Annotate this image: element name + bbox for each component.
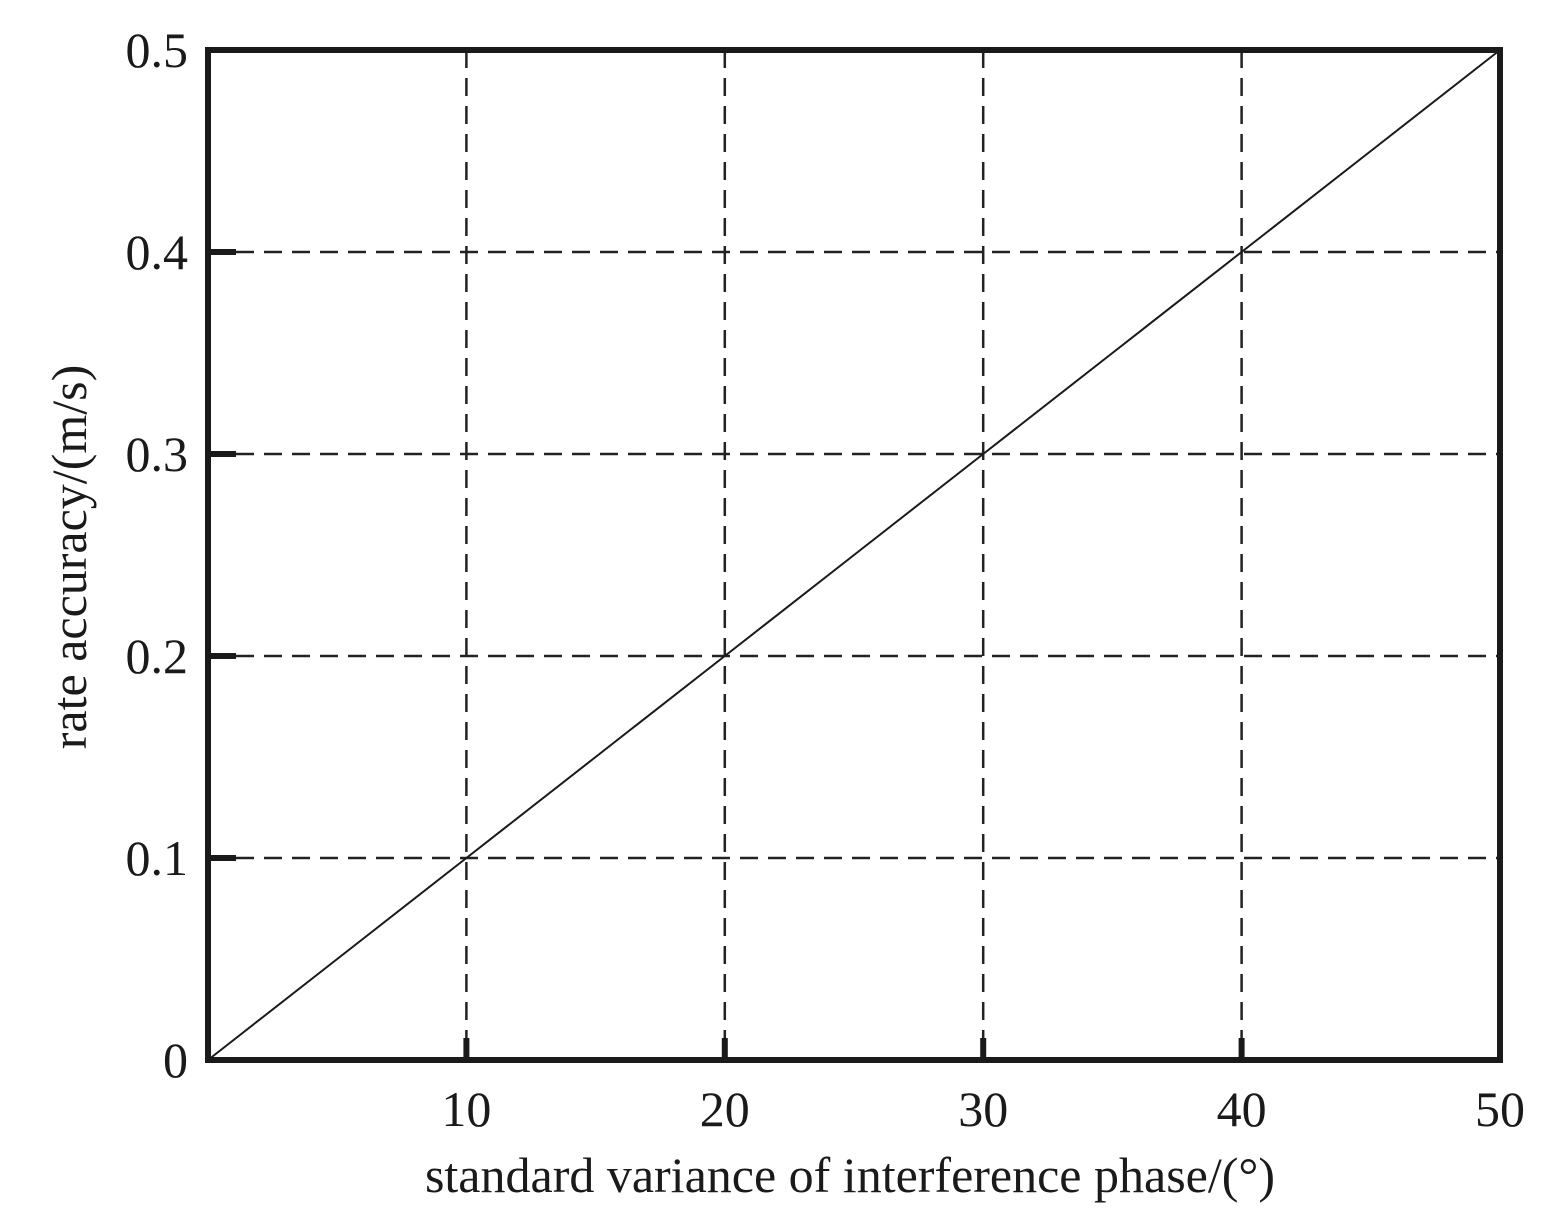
x-tick-label: 30 [958,1081,1008,1137]
plot-frame [205,47,1503,1063]
series-line [207,49,1501,1061]
x-tick-label: 50 [1475,1081,1525,1137]
y-tick-label: 0.3 [126,426,189,482]
tick-marks [208,249,1503,1060]
series-layer [207,49,1501,1061]
x-tick-label: 10 [441,1081,491,1137]
y-axis-label: rate accuracy/(m/s) [41,365,97,749]
x-tick-label: 40 [1217,1081,1267,1137]
y-tick-label: 0.5 [126,22,189,78]
x-axis-label: standard variance of interference phase/… [425,1147,1275,1203]
y-tick-labels: 0 0.1 0.2 0.3 0.4 0.5 [126,22,189,1088]
x-tick-labels: 10 20 30 40 50 [441,1081,1525,1137]
y-tick-label: 0 [163,1032,188,1088]
y-tick-label: 0.4 [126,224,189,280]
x-tick-label: 20 [700,1081,750,1137]
grid-lines [208,50,1500,1060]
y-tick-label: 0.2 [126,628,189,684]
y-tick-label: 0.1 [126,830,189,886]
